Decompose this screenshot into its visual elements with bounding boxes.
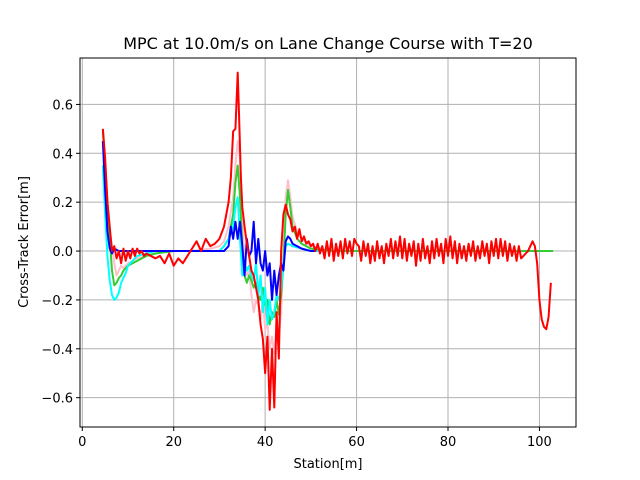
y-tick-label: 0.4 xyxy=(52,147,73,162)
x-tick-label: 20 xyxy=(165,435,182,450)
y-tick-label: 0.0 xyxy=(52,245,73,260)
series-line-4 xyxy=(101,71,552,411)
chart-title: MPC at 10.0m/s on Lane Change Course wit… xyxy=(123,34,533,53)
y-tick-label: −0.2 xyxy=(41,294,73,309)
series-line-0 xyxy=(101,128,554,355)
x-tick-label: 80 xyxy=(440,435,457,450)
y-axis-label: Cross-Track Error[m] xyxy=(17,176,32,308)
y-tick-label: 0.6 xyxy=(52,98,73,113)
y-tick-label: 0.2 xyxy=(52,196,73,211)
series-line-2 xyxy=(101,165,320,326)
y-tick-label: −0.6 xyxy=(41,392,73,407)
x-tick-label: 60 xyxy=(348,435,365,450)
x-tick-label: 0 xyxy=(78,435,86,450)
series-lines xyxy=(101,71,554,411)
x-tick-label: 40 xyxy=(257,435,274,450)
y-tick-label: −0.4 xyxy=(41,343,73,358)
x-axis-label: Station[m] xyxy=(293,457,362,472)
plot-frame xyxy=(79,57,577,428)
x-tick-label: 100 xyxy=(527,435,552,450)
axis-ticks: 0 20 40 60 80 100 −0.6 −0.4 −0.2 0.0 0.2 0.4 0.6 xyxy=(41,98,551,450)
